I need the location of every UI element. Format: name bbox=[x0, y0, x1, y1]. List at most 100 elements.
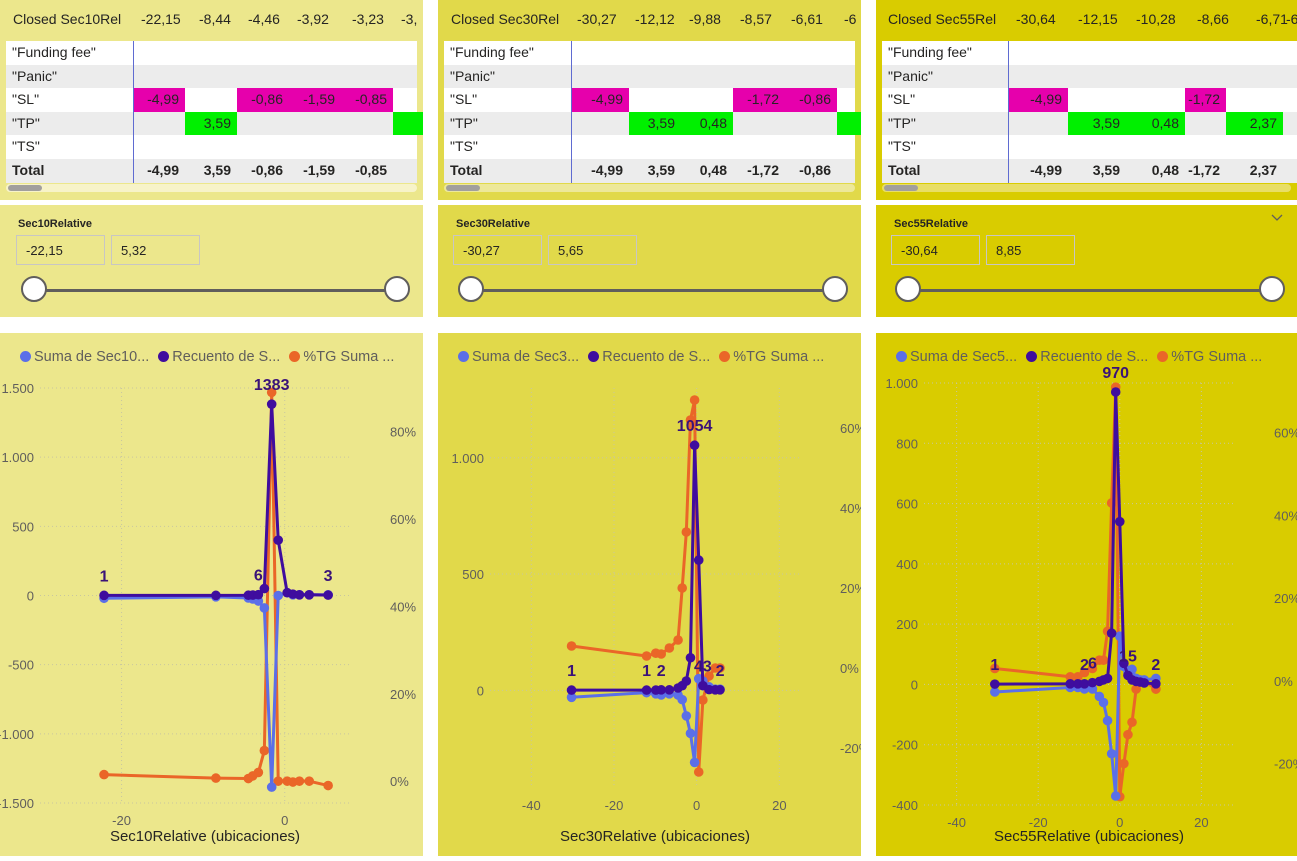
data-point[interactable] bbox=[259, 745, 270, 756]
matrix-column-header[interactable]: -4,46 bbox=[248, 11, 280, 27]
data-point[interactable] bbox=[211, 590, 221, 601]
matrix-cell[interactable] bbox=[1226, 65, 1283, 89]
matrix-column-header[interactable]: -3, bbox=[401, 11, 418, 27]
matrix-cell[interactable]: -0,86 bbox=[785, 88, 837, 112]
matrix-column-header[interactable]: -12,12 bbox=[635, 11, 675, 27]
legend-item[interactable]: %TG Suma ... bbox=[289, 349, 394, 365]
scrollbar-thumb[interactable] bbox=[446, 185, 480, 191]
matrix-row[interactable]: "TP" 3,59 1, bbox=[6, 111, 423, 136]
matrix-cell[interactable] bbox=[237, 65, 289, 89]
data-point[interactable] bbox=[1123, 729, 1133, 740]
matrix-row[interactable]: "TS" bbox=[882, 135, 1297, 159]
matrix-total-row[interactable]: Total-4,993,590,48-1,72-0,862 bbox=[444, 158, 855, 183]
matrix-column-header[interactable]: -3,92 bbox=[297, 11, 329, 27]
matrix-cell[interactable] bbox=[733, 112, 785, 136]
data-point[interactable] bbox=[685, 415, 696, 425]
data-point[interactable] bbox=[566, 641, 577, 651]
data-point[interactable] bbox=[681, 711, 692, 721]
matrix-cell[interactable]: -1,72 bbox=[733, 88, 785, 112]
matrix-cell[interactable] bbox=[185, 65, 237, 89]
matrix-cell[interactable] bbox=[237, 41, 289, 65]
matrix-cell[interactable]: -0,86 bbox=[251, 161, 283, 178]
matrix-cell[interactable] bbox=[1283, 65, 1297, 89]
data-point[interactable] bbox=[1073, 679, 1083, 689]
matrix-cell[interactable]: 2,37 bbox=[1249, 161, 1277, 178]
legend-item[interactable]: Recuento de S... bbox=[1026, 349, 1148, 365]
matrix-cell[interactable] bbox=[571, 41, 629, 65]
matrix-cell[interactable] bbox=[185, 88, 237, 112]
matrix-cell[interactable]: 3,59 bbox=[647, 161, 675, 178]
slider-track[interactable] bbox=[472, 289, 836, 292]
matrix-cell[interactable] bbox=[237, 112, 289, 136]
data-point[interactable] bbox=[990, 663, 1000, 674]
matrix-cell[interactable] bbox=[341, 65, 393, 89]
matrix-cell[interactable]: 3,59 bbox=[185, 111, 237, 136]
data-point[interactable] bbox=[1106, 748, 1117, 759]
matrix-cell[interactable]: 2,37 bbox=[1226, 111, 1283, 136]
matrix-column-header[interactable]: -3,23 bbox=[352, 11, 384, 27]
matrix-cell[interactable] bbox=[785, 65, 837, 89]
matrix-cell[interactable]: -4,99 bbox=[571, 88, 629, 112]
matrix-cell[interactable] bbox=[837, 65, 861, 89]
chevron-down-icon[interactable] bbox=[1271, 211, 1283, 225]
matrix-cell[interactable] bbox=[1185, 41, 1226, 65]
data-point[interactable] bbox=[253, 589, 264, 600]
matrix-cell[interactable] bbox=[185, 41, 237, 65]
matrix-cell[interactable] bbox=[1226, 41, 1283, 65]
matrix-cell[interactable] bbox=[681, 65, 733, 89]
chart-plot[interactable]: 0 500 1.000 -20% 0% 20% 40% 60% -40 -20 0 20 Sec30Re… bbox=[438, 333, 871, 856]
data-point[interactable] bbox=[715, 663, 725, 673]
matrix-row[interactable]: "Funding fee" bbox=[882, 41, 1297, 65]
matrix-cell[interactable] bbox=[393, 88, 423, 112]
matrix-cell[interactable] bbox=[785, 135, 837, 159]
data-point[interactable] bbox=[566, 685, 577, 695]
data-point[interactable] bbox=[664, 685, 675, 695]
matrix-cell[interactable] bbox=[629, 41, 681, 65]
matrix-cell[interactable]: - bbox=[1283, 159, 1297, 183]
matrix-cell[interactable] bbox=[341, 41, 393, 65]
legend-item[interactable]: Suma de Sec5... bbox=[896, 349, 1017, 365]
matrix-cell[interactable]: 2 bbox=[837, 111, 861, 136]
data-point[interactable] bbox=[1119, 658, 1129, 669]
slider-max-handle[interactable] bbox=[1259, 276, 1285, 302]
data-point[interactable] bbox=[1139, 678, 1150, 688]
matrix-cell[interactable]: 3,59 bbox=[1092, 161, 1120, 178]
data-point[interactable] bbox=[99, 590, 109, 601]
data-point[interactable] bbox=[211, 773, 221, 783]
series-line[interactable] bbox=[103, 390, 329, 787]
data-point[interactable] bbox=[1114, 516, 1125, 527]
matrix-cell[interactable]: 0,48 bbox=[1126, 111, 1185, 136]
chart-plot[interactable]: -400-20002004006008001.000-20%0%20%40%60… bbox=[876, 333, 1297, 856]
data-point[interactable] bbox=[656, 649, 667, 659]
slicer-min-input[interactable]: -22,15 bbox=[16, 235, 105, 265]
data-point[interactable] bbox=[294, 776, 305, 786]
slider-min-handle[interactable] bbox=[458, 276, 484, 302]
matrix-cell[interactable]: -4,99 bbox=[133, 88, 185, 112]
slicer-max-input[interactable]: 8,85 bbox=[986, 235, 1075, 265]
matrix-cell[interactable]: -1,72 bbox=[1188, 161, 1220, 178]
matrix-cell[interactable] bbox=[341, 135, 393, 159]
data-point[interactable] bbox=[641, 651, 652, 661]
data-point[interactable] bbox=[689, 395, 700, 405]
matrix-cell[interactable] bbox=[393, 41, 423, 65]
data-point[interactable] bbox=[689, 757, 700, 768]
matrix-row[interactable]: "Funding fee" bbox=[6, 41, 417, 65]
data-point[interactable] bbox=[641, 685, 652, 695]
matrix-column-header[interactable]: -30,64 bbox=[1016, 11, 1056, 27]
data-point[interactable] bbox=[99, 769, 109, 780]
matrix-cell[interactable] bbox=[733, 135, 785, 159]
data-point[interactable] bbox=[266, 387, 277, 398]
data-point[interactable] bbox=[294, 590, 305, 600]
matrix-cell[interactable] bbox=[1283, 135, 1297, 159]
matrix-cell[interactable] bbox=[681, 135, 733, 159]
matrix-cell[interactable]: 1, bbox=[393, 159, 423, 183]
matrix-cell[interactable] bbox=[1283, 41, 1297, 65]
matrix-cell[interactable] bbox=[785, 41, 837, 65]
matrix-cell[interactable] bbox=[133, 135, 185, 159]
data-point[interactable] bbox=[266, 399, 277, 409]
data-point[interactable] bbox=[566, 692, 577, 703]
matrix-cell[interactable] bbox=[629, 88, 681, 112]
data-point[interactable] bbox=[677, 583, 687, 593]
matrix-cell[interactable]: -4,99 bbox=[1030, 161, 1062, 178]
matrix-cell[interactable]: -4,99 bbox=[591, 161, 623, 178]
